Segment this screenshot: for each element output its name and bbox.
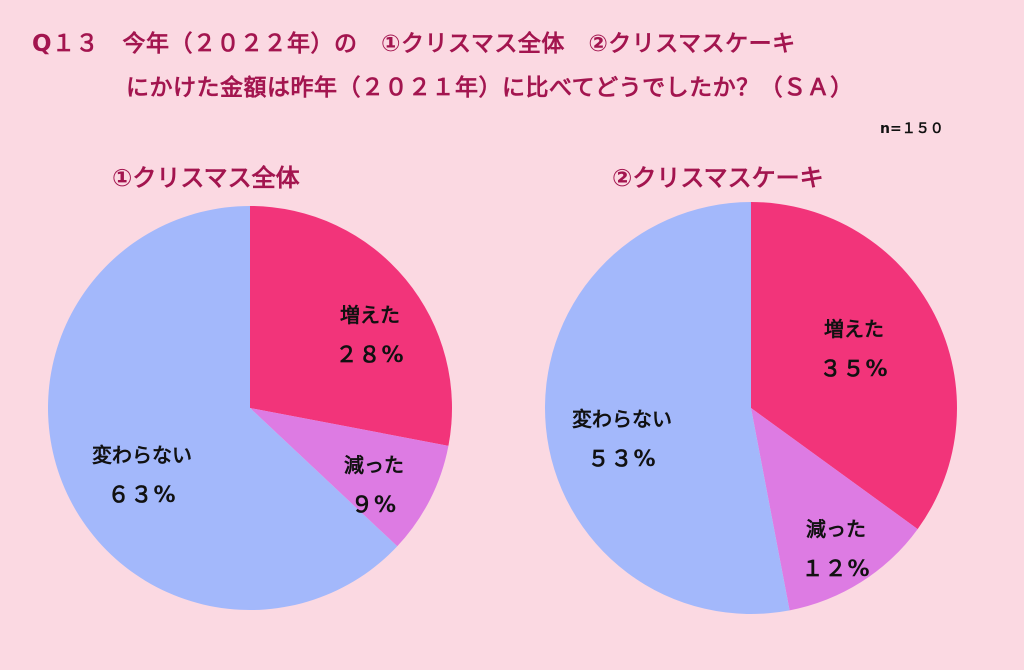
chart-2-value-unchanged: ５３% xyxy=(587,447,656,472)
chart-2-value-decreased: １２% xyxy=(801,557,870,582)
title-line-1: Q１３ 今年（２０２２年）の ①クリスマス全体 ②クリスマスケーキ xyxy=(32,31,796,57)
sample-size-note: n=１５０ xyxy=(880,121,944,137)
chart-2-value-increased: ３５% xyxy=(819,357,888,382)
chart-2-slice-increased xyxy=(751,202,957,530)
chart-2-slice-unchanged xyxy=(544,201,790,614)
chart-1-value-unchanged: ６３% xyxy=(107,483,176,508)
chart-2-label-decreased: 減った xyxy=(806,517,866,541)
chart-2-label-increased: 増えた xyxy=(824,317,884,341)
chart-1-label-unchanged: 変わらない xyxy=(92,443,192,467)
title-line-2: にかけた金額は昨年（２０２１年）に比べてどうでしたか？（ＳＡ） xyxy=(126,75,854,101)
chart-1-label-increased: 増えた xyxy=(340,303,400,327)
chart-2-title: ②クリスマスケーキ xyxy=(612,164,824,192)
chart-1-value-decreased: ９% xyxy=(351,493,397,518)
chart-1-slice-increased xyxy=(250,206,452,446)
chart-2-slice-decreased xyxy=(751,408,918,611)
chart-2-label-unchanged: 変わらない xyxy=(572,407,672,431)
chart-1-slice-unchanged xyxy=(47,206,398,610)
chart-1-slice-decreased xyxy=(250,408,449,547)
chart-1-value-increased: ２８% xyxy=(335,343,404,368)
chart-1-label-decreased: 減った xyxy=(344,453,404,477)
chart-1-title: ①クリスマス全体 xyxy=(112,164,300,192)
